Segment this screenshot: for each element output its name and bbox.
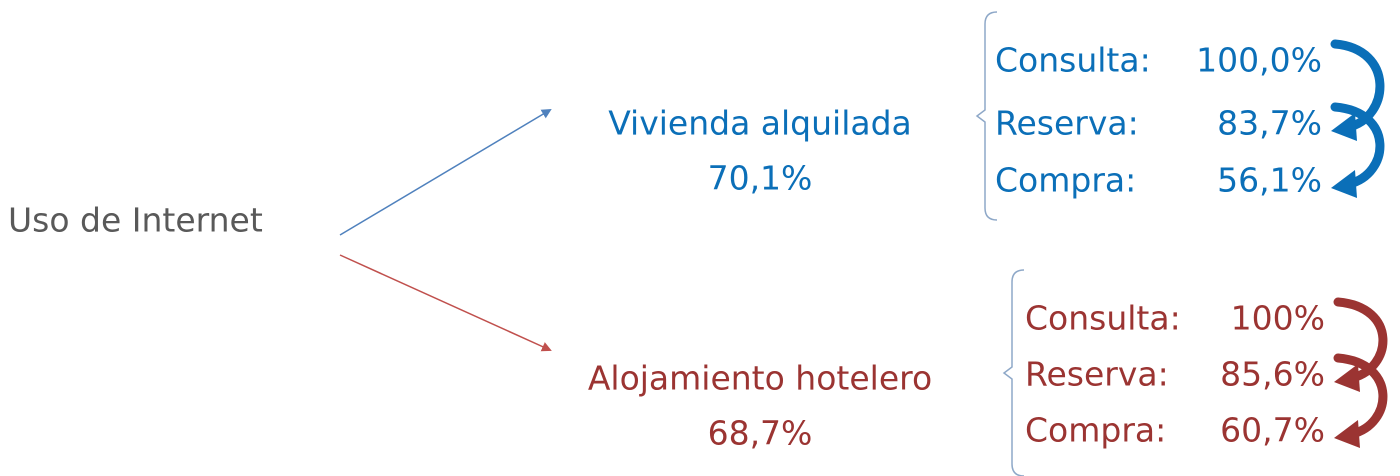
arrow — [339, 108, 552, 236]
branch-share: 68,7% — [708, 414, 813, 453]
step-value: 60,7% — [1220, 411, 1325, 450]
step-value: 85,6% — [1220, 355, 1325, 394]
flow-arrow — [1333, 353, 1388, 439]
brace — [975, 11, 998, 221]
flow-arrow — [1330, 102, 1385, 189]
step-label: Reserva: — [995, 104, 1139, 143]
step-label: Compra: — [995, 161, 1136, 200]
flow-arrowhead — [1334, 420, 1360, 448]
step-label: Reserva: — [1025, 355, 1169, 394]
step-value: 100% — [1231, 299, 1325, 338]
brace — [1002, 269, 1025, 476]
root-label: Uso de Internet — [8, 201, 263, 240]
branch-label: Vivienda alquilada — [608, 104, 912, 143]
flow-arrow — [1333, 297, 1388, 383]
flow-arrowhead — [1331, 170, 1357, 198]
step-value: 83,7% — [1217, 104, 1322, 143]
branch-label: Alojamiento hotelero — [588, 359, 932, 398]
step-value: 56,1% — [1217, 161, 1322, 200]
step-value: 100,0% — [1196, 41, 1322, 80]
flow-arrowhead — [1334, 364, 1360, 392]
step-label: Consulta: — [1025, 299, 1181, 338]
step-label: Compra: — [1025, 411, 1166, 450]
branch-share: 70,1% — [708, 159, 813, 198]
flow-arrowhead — [1331, 113, 1357, 141]
flow-arrow — [1330, 39, 1385, 132]
step-label: Consulta: — [995, 41, 1151, 80]
arrow — [339, 254, 552, 352]
